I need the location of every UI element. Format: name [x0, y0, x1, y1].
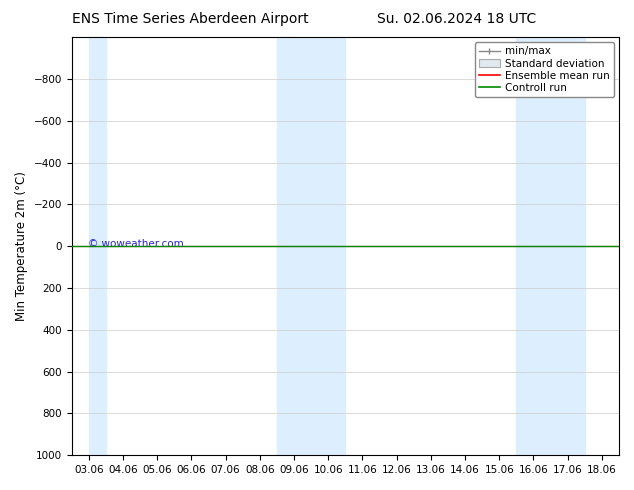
Text: Su. 02.06.2024 18 UTC: Su. 02.06.2024 18 UTC — [377, 12, 536, 26]
Y-axis label: Min Temperature 2m (°C): Min Temperature 2m (°C) — [15, 171, 28, 321]
Bar — [277, 37, 346, 455]
Text: © woweather.com: © woweather.com — [88, 239, 184, 249]
Text: ENS Time Series Aberdeen Airport: ENS Time Series Aberdeen Airport — [72, 12, 309, 26]
Bar — [89, 37, 106, 455]
Bar — [516, 37, 585, 455]
Legend: min/max, Standard deviation, Ensemble mean run, Controll run: min/max, Standard deviation, Ensemble me… — [475, 42, 614, 97]
